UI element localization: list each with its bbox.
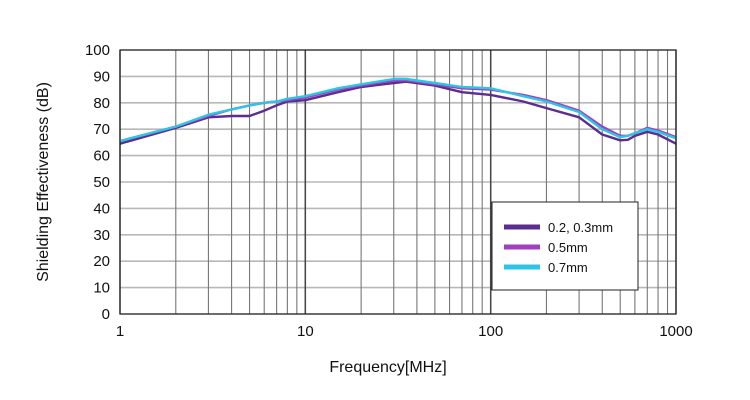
y-tick-label: 90: [93, 68, 110, 85]
y-axis-label: Shielding Effectiveness (dB): [35, 82, 52, 282]
series-line-3: [119, 77, 677, 143]
x-tick-label: 100: [478, 323, 503, 340]
y-tick-label: 10: [93, 280, 110, 297]
x-tick-label: 1000: [659, 323, 692, 340]
series-line-1: [119, 80, 677, 145]
y-tick-label: 80: [93, 95, 110, 112]
x-tick-label: 10: [297, 323, 314, 340]
y-tick-label: 60: [93, 148, 110, 165]
y-tick-label: 40: [93, 200, 110, 217]
plot-frame: [119, 49, 677, 315]
x-tick-label: 1: [116, 323, 124, 340]
y-tick-label: 70: [93, 121, 110, 138]
legend: 0.2, 0.3mm 0.5mm 0.7mm: [491, 201, 639, 291]
y-tick-label: 20: [93, 253, 110, 270]
y-tick-label: 0: [102, 306, 110, 323]
y-tick-labels: 0 10 20 30 40 50 60 70 80 90 100: [85, 42, 110, 323]
y-tick-label: 50: [93, 174, 110, 191]
x-axis-label: Frequency[MHz]: [329, 359, 446, 376]
legend-label-2: 0.5mm: [548, 240, 588, 255]
legend-label-1: 0.2, 0.3mm: [548, 220, 613, 235]
x-tick-labels: 1 10 100 1000: [116, 323, 693, 340]
series-layer: [119, 77, 677, 145]
y-tick-label: 100: [85, 42, 110, 59]
y-tick-label: 30: [93, 227, 110, 244]
legend-label-3: 0.7mm: [548, 260, 588, 275]
